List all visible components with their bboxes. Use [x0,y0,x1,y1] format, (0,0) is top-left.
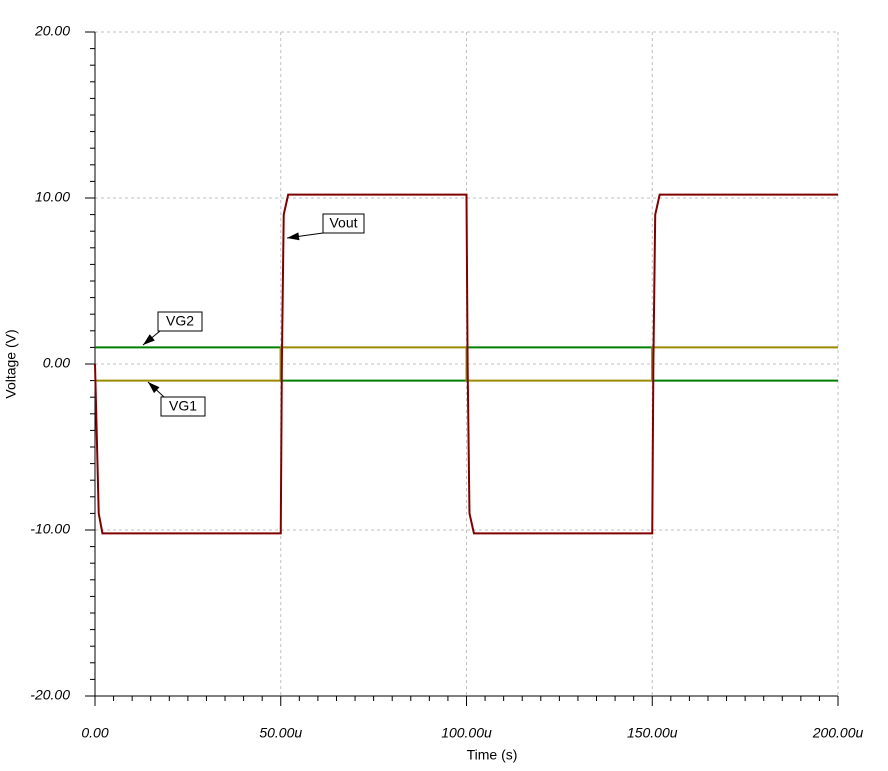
label-arrowhead [287,232,300,241]
x-tick-label: 50.00u [259,725,302,741]
x-tick-label: 200.00u [812,725,864,741]
x-tick-label: 150.00u [627,725,678,741]
x-axis-label: Time (s) [467,747,518,763]
label-box [322,213,365,234]
y-axis-label: Voltage (V) [3,329,19,398]
label-box [157,311,203,332]
x-tick-label: 0.00 [81,725,108,741]
label-arrowhead [148,382,160,394]
x-tick-label: 100.00u [441,725,492,741]
legend-label: Vout [329,215,357,231]
y-tick-label: 10.00 [35,189,70,205]
label-arrowhead [143,334,155,345]
legend-label: VG1 [169,398,197,414]
y-tick-label: 0.00 [43,355,70,371]
series-line [95,346,838,382]
legend-label: VG2 [166,313,194,329]
label-box [160,396,206,417]
y-tick-label: 20.00 [34,23,70,39]
y-tick-label: -20.00 [30,687,70,703]
y-tick-label: -10.00 [30,521,70,537]
series-line [94,193,838,535]
